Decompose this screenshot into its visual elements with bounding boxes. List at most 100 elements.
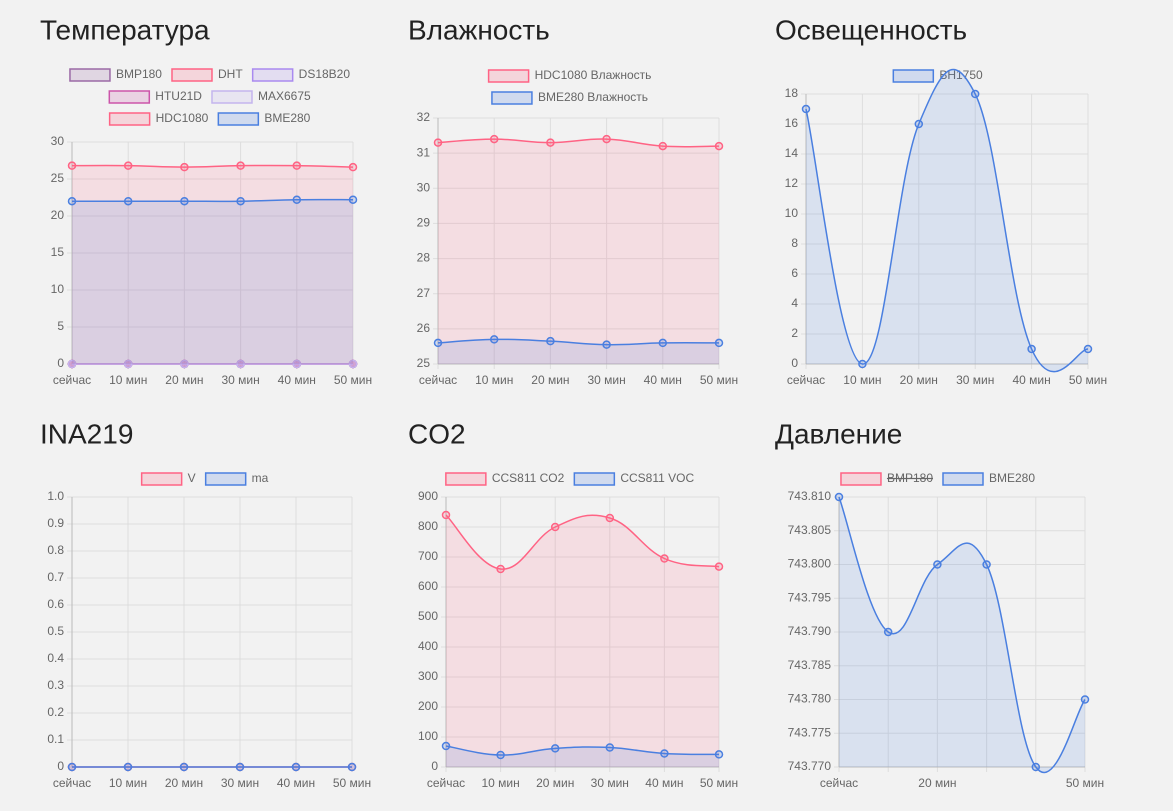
series-area	[72, 199, 353, 364]
data-point	[982, 560, 991, 569]
data-point	[660, 749, 669, 758]
x-tick-label: сейчас	[419, 373, 457, 387]
legend-swatch	[211, 90, 253, 104]
series-line	[805, 68, 1089, 373]
legend-label: BMP180	[116, 67, 162, 81]
data-point	[123, 762, 133, 772]
legend-label: ma	[252, 471, 269, 485]
legend-swatch	[171, 68, 213, 82]
legend-label: BME280 Влажность	[538, 90, 648, 104]
data-point	[658, 338, 668, 348]
data-point	[489, 335, 499, 344]
y-tick-label: 0.2	[47, 705, 64, 719]
y-tick-label: 800	[418, 519, 438, 533]
data-point	[236, 161, 245, 170]
y-tick-label: 400	[418, 639, 438, 653]
y-tick-label: 743.790	[788, 624, 832, 638]
data-point	[67, 359, 77, 369]
y-tick-label: 743.795	[788, 590, 832, 604]
y-tick-label: 0	[791, 356, 798, 370]
x-tick-label: 40 мин	[1012, 373, 1050, 387]
y-tick-label: 14	[785, 146, 799, 160]
series-line	[71, 164, 354, 168]
x-tick-label: 10 мин	[109, 776, 147, 790]
y-tick-label: 700	[418, 549, 438, 563]
y-tick-label: 4	[791, 296, 798, 310]
data-point	[858, 359, 867, 369]
y-tick-label: 25	[417, 356, 431, 370]
y-tick-label: 0.7	[47, 570, 64, 584]
y-tick-label: 25	[51, 171, 65, 185]
legend-swatch	[251, 68, 294, 82]
data-point	[180, 196, 189, 206]
data-point	[834, 492, 844, 502]
legend-label: MAX6675	[258, 89, 311, 103]
data-point	[714, 338, 724, 348]
legend-label: DS18B20	[299, 67, 351, 81]
legend-label: DHT	[218, 67, 243, 81]
y-tick-label: 900	[418, 489, 438, 503]
series-area	[446, 515, 719, 767]
data-point	[441, 741, 451, 751]
y-tick-label: 31	[417, 145, 431, 159]
data-point	[291, 762, 301, 772]
legend-label: BH1750	[939, 68, 983, 82]
x-tick-label: 50 мин	[1069, 373, 1107, 387]
x-tick-label: 20 мин	[531, 373, 569, 387]
x-tick-label: 50 мин	[700, 373, 738, 387]
data-point	[235, 762, 245, 772]
data-point	[801, 104, 811, 114]
y-tick-label: 743.775	[788, 725, 832, 739]
x-tick-label: 20 мин	[536, 776, 574, 790]
legend-swatch	[69, 68, 111, 82]
legend-swatch	[140, 472, 183, 486]
data-point	[714, 562, 724, 571]
data-point	[605, 743, 615, 752]
legend-label: BME280	[989, 471, 1035, 485]
series-line	[445, 745, 720, 756]
y-tick-label: 100	[418, 729, 438, 743]
y-tick-label: 0.1	[47, 732, 64, 746]
series-line	[437, 338, 720, 346]
data-point	[348, 195, 358, 204]
y-tick-label: 0.9	[47, 516, 64, 530]
data-point	[123, 359, 133, 369]
legend-label: CCS811 CO2	[492, 471, 565, 485]
series-line	[838, 496, 1086, 774]
series-area	[839, 497, 1085, 773]
data-point	[883, 627, 893, 637]
data-point	[236, 359, 245, 369]
data-point	[123, 161, 133, 170]
data-point	[67, 161, 77, 170]
x-tick-label: сейчас	[787, 373, 825, 387]
data-point	[67, 196, 77, 206]
x-tick-label: сейчас	[427, 776, 465, 790]
x-tick-label: 50 мин	[333, 776, 371, 790]
data-point	[496, 564, 505, 574]
series-area	[806, 69, 1088, 372]
data-point	[123, 196, 133, 206]
chart-title: Давление	[775, 418, 902, 449]
data-point	[546, 336, 555, 346]
data-point	[348, 162, 358, 172]
x-tick-label: 20 мин	[165, 776, 203, 790]
y-tick-label: 0	[431, 759, 438, 773]
y-tick-label: 0.6	[47, 597, 64, 611]
data-point	[602, 340, 611, 349]
chart-title: CO2	[408, 418, 466, 449]
data-point	[550, 744, 560, 753]
legend-label: HDC1080 Влажность	[535, 68, 652, 82]
data-point	[714, 750, 724, 759]
y-tick-label: 5	[57, 319, 64, 333]
x-tick-label: сейчас	[53, 776, 91, 790]
x-tick-label: 40 мин	[278, 373, 316, 387]
legend-label: BMP180	[887, 471, 933, 485]
legend-swatch	[491, 91, 533, 105]
x-tick-label: 50 мин	[1066, 776, 1104, 790]
y-tick-label: 0.3	[47, 678, 64, 692]
legend-swatch	[487, 69, 530, 83]
data-point	[658, 141, 668, 151]
data-point	[496, 750, 505, 760]
